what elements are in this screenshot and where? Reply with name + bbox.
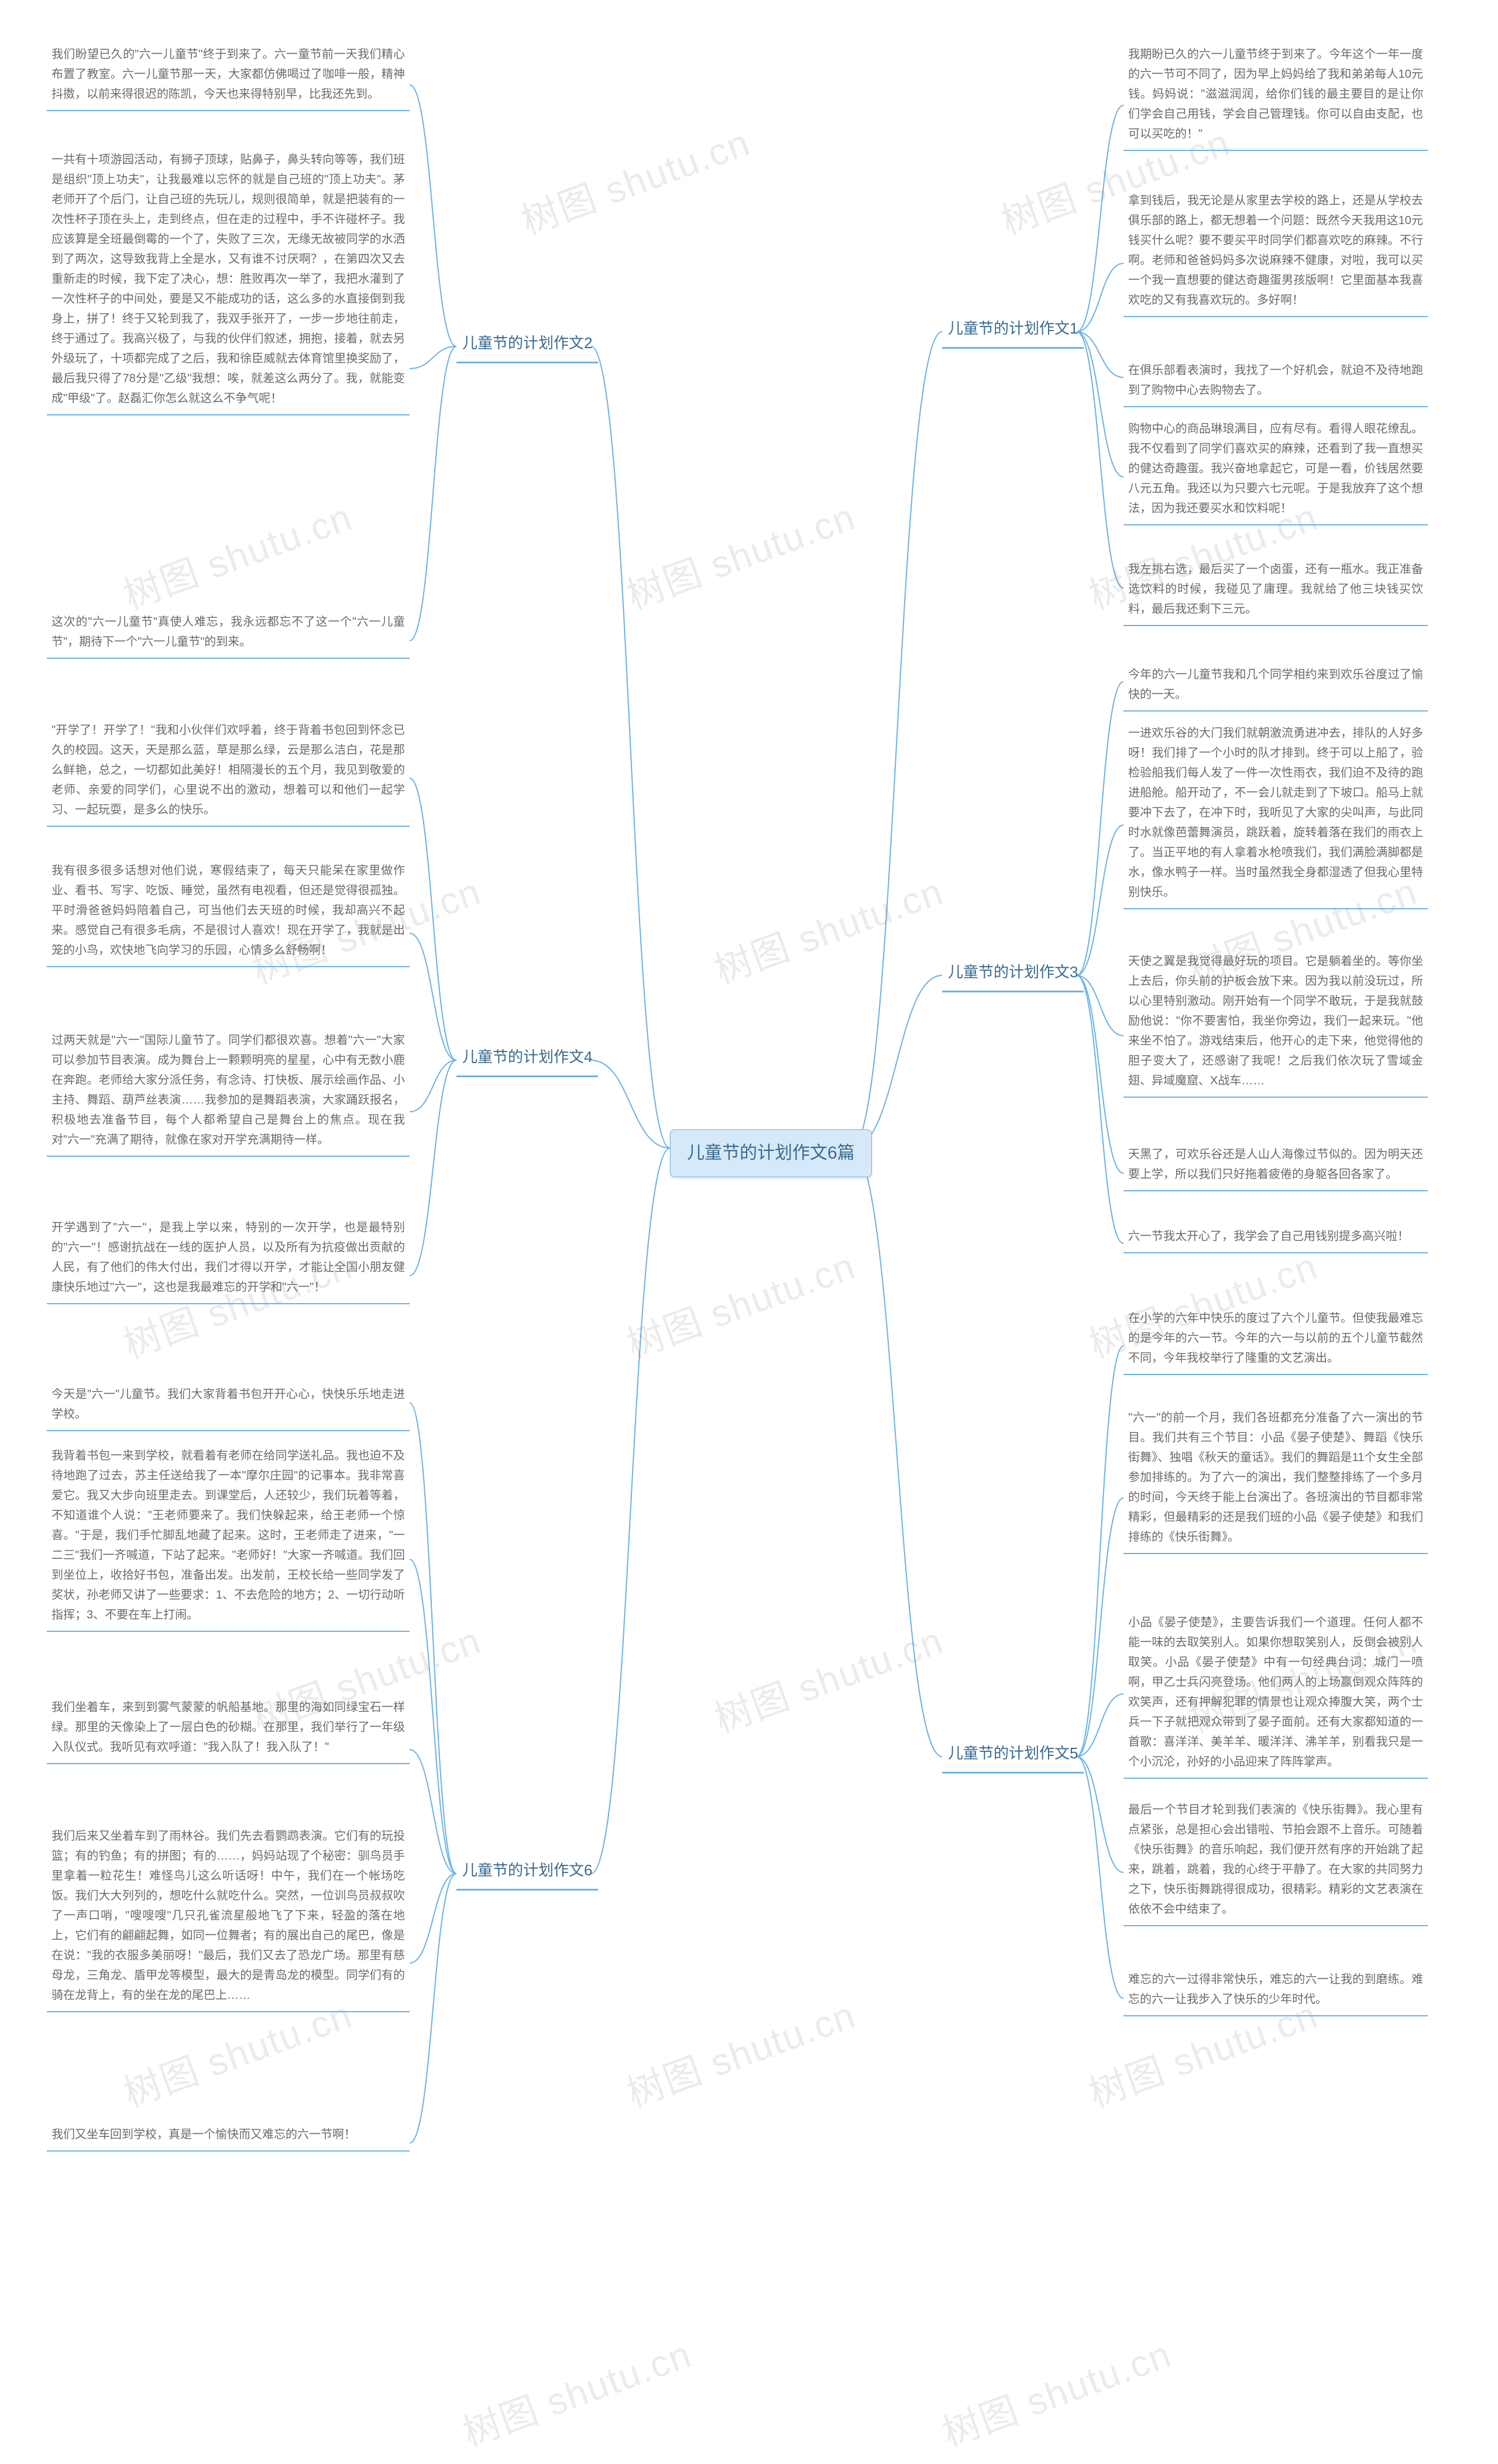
leaf-node: 我有很多很多话想对他们说，寒假结束了，每天只能呆在家里做作业、看书、写字、吃饭、… [47, 857, 410, 967]
watermark: 树图 shutu.cn [619, 487, 862, 620]
branch-node-b4: 儿童节的计划作文4 [456, 1042, 598, 1077]
leaf-node: 一进欢乐谷的大门我们就朝激流勇进冲去，排队的人好多呀！我们排了一个小时的队才排到… [1124, 720, 1428, 909]
leaf-node: 天使之翼是我觉得最好玩的项目。它是躺着坐的。等你坐上去后，你头前的护板会放下来。… [1124, 948, 1428, 1098]
branch-node-b5: 儿童节的计划作文5 [942, 1738, 1084, 1774]
branch-node-b1: 儿童节的计划作文1 [942, 313, 1084, 349]
leaf-node: 六一节我太开心了，我学会了自己用钱别提多高兴啦！ [1124, 1223, 1428, 1253]
watermark: 树图 shutu.cn [619, 1985, 862, 2118]
branch-node-b2: 儿童节的计划作文2 [456, 328, 598, 363]
leaf-node: 这次的"六一儿童节"真使人难忘，我永远都忘不了这一个"六一儿童节"，期待下一个"… [47, 609, 410, 659]
leaf-node: 我们坐着车，来到到雾气蒙蒙的帆船基地。那里的海如同绿宝石一样绿。那里的天像染上了… [47, 1694, 410, 1764]
watermark: 树图 shutu.cn [619, 1236, 862, 1369]
leaf-node: 小品《晏子使楚》，主要告诉我们一个道理。任何人都不能一味的去取笑别人。如果你想取… [1124, 1609, 1428, 1779]
leaf-node: 我们后来又坐着车到了雨林谷。我们先去看鹦鹉表演。它们有的玩投篮；有的钓鱼；有的拼… [47, 1823, 410, 2012]
leaf-node: "开学了！开学了！"我和小伙伴们欢呼着，终于背着书包回到怀念已久的校园。这天，天… [47, 717, 410, 827]
leaf-node: 最后一个节目才轮到我们表演的《快乐街舞》。我心里有点紧张，总是担心会出错啦、节拍… [1124, 1796, 1428, 1926]
watermark: 树图 shutu.cn [455, 2325, 698, 2458]
leaf-node: 拿到钱后，我无论是从家里去学校的路上，还是从学校去俱乐部的路上，都无想着一个问题… [1124, 187, 1428, 317]
leaf-node: 我期盼已久的六一儿童节终于到来了。今年这个一年一度的六一节可不同了，因为早上妈妈… [1124, 41, 1428, 151]
leaf-node: 难忘的六一过得非常快乐，难忘的六一让我的到磨练。难忘的六一让我步入了快乐的少年时… [1124, 1966, 1428, 2016]
leaf-node: 购物中心的商品琳琅满目，应有尽有。看得人眼花缭乱。我不仅看到了同学们喜欢买的麻辣… [1124, 415, 1428, 525]
leaf-node: 我背着书包一来到学校，就看着有老师在给同学送礼品。我也迫不及待地跑了过去，苏主任… [47, 1442, 410, 1632]
leaf-node: "六一"的前一个月，我们各班都充分准备了六一演出的节目。我们共有三个节目：小品《… [1124, 1404, 1428, 1554]
watermark: 树图 shutu.cn [706, 1611, 950, 1744]
leaf-node: 在俱乐部看表演时，我找了一个好机会，就迫不及待地跑到了购物中心去购物去了。 [1124, 357, 1428, 407]
leaf-node: 我左挑右选，最后买了一个卤蛋，还有一瓶水。我正准备选饮料的时候，我碰见了庸理。我… [1124, 556, 1428, 626]
leaf-node: 过两天就是"六一"国际儿童节了。同学们都很欢喜。想着"六一"大家可以参加节目表演… [47, 1027, 410, 1157]
leaf-node: 我们盼望已久的"六一儿童节"终于到来了。六一童节前一天我们精心布置了教室。六一儿… [47, 41, 410, 111]
watermark: 树图 shutu.cn [934, 2325, 1178, 2458]
leaf-node: 天黑了，可欢乐谷还是人山人海像过节似的。因为明天还要上学，所以我们只好拖着疲倦的… [1124, 1141, 1428, 1191]
watermark: 树图 shutu.cn [706, 862, 950, 995]
watermark: 树图 shutu.cn [513, 113, 757, 246]
branch-node-b3: 儿童节的计划作文3 [942, 957, 1084, 992]
leaf-node: 我们又坐车回到学校，真是一个愉快而又难忘的六一节啊！ [47, 2121, 410, 2152]
center-node: 儿童节的计划作文6篇 [670, 1129, 872, 1177]
leaf-node: 今年的六一儿童节我和几个同学相约来到欢乐谷度过了愉快的一天。 [1124, 661, 1428, 712]
leaf-node: 开学遇到了"六一"，是我上学以来，特别的一次开学，也是最特别的"六一"！感谢抗战… [47, 1214, 410, 1304]
watermark: 树图 shutu.cn [115, 487, 359, 620]
leaf-node: 在小学的六年中快乐的度过了六个儿童节。但使我最难忘的是今年的六一节。今年的六一与… [1124, 1305, 1428, 1375]
leaf-node: 今天是"六一"儿童节。我们大家背着书包开开心心，快快乐乐地走进学校。 [47, 1381, 410, 1431]
branch-node-b6: 儿童节的计划作文6 [456, 1855, 598, 1891]
leaf-node: 一共有十项游园活动，有狮子顶球，贴鼻子，鼻头转向等等，我们班是组织"顶上功夫"，… [47, 146, 410, 415]
